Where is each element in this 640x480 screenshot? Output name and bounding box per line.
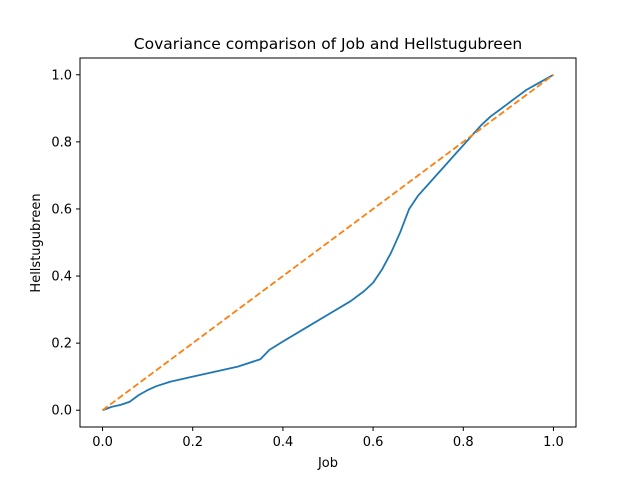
x-tick-label: 0.8 bbox=[453, 435, 474, 450]
x-tick-label: 1.0 bbox=[543, 435, 564, 450]
x-tick-label: 0.2 bbox=[182, 435, 203, 450]
x-tick-label: 0.4 bbox=[273, 435, 294, 450]
y-tick-label: 0.4 bbox=[51, 270, 72, 285]
x-tick-label: 0.6 bbox=[363, 435, 384, 450]
plot-area bbox=[79, 57, 577, 428]
y-tick-label: 0.6 bbox=[51, 202, 72, 217]
y-tick-label: 0.0 bbox=[51, 404, 72, 419]
y-tick-label: 0.2 bbox=[51, 337, 72, 352]
y-tick-label: 1.0 bbox=[51, 68, 72, 83]
y-axis-ticks: 0.0 0.2 0.4 0.6 0.8 1.0 bbox=[51, 68, 80, 419]
series-line-1 bbox=[102, 73, 554, 412]
x-axis-ticks: 0.0 0.2 0.4 0.6 0.8 1.0 bbox=[92, 427, 564, 450]
series-line-2 bbox=[102, 74, 554, 411]
x-axis-label: Job bbox=[317, 456, 338, 471]
chart-title: Covariance comparison of Job and Hellstu… bbox=[134, 35, 522, 53]
x-tick-label: 0.0 bbox=[92, 435, 113, 450]
plot-frame bbox=[79, 57, 577, 428]
y-tick-label: 0.8 bbox=[51, 135, 72, 150]
y-axis-label: Hellstugubreen bbox=[29, 193, 44, 292]
